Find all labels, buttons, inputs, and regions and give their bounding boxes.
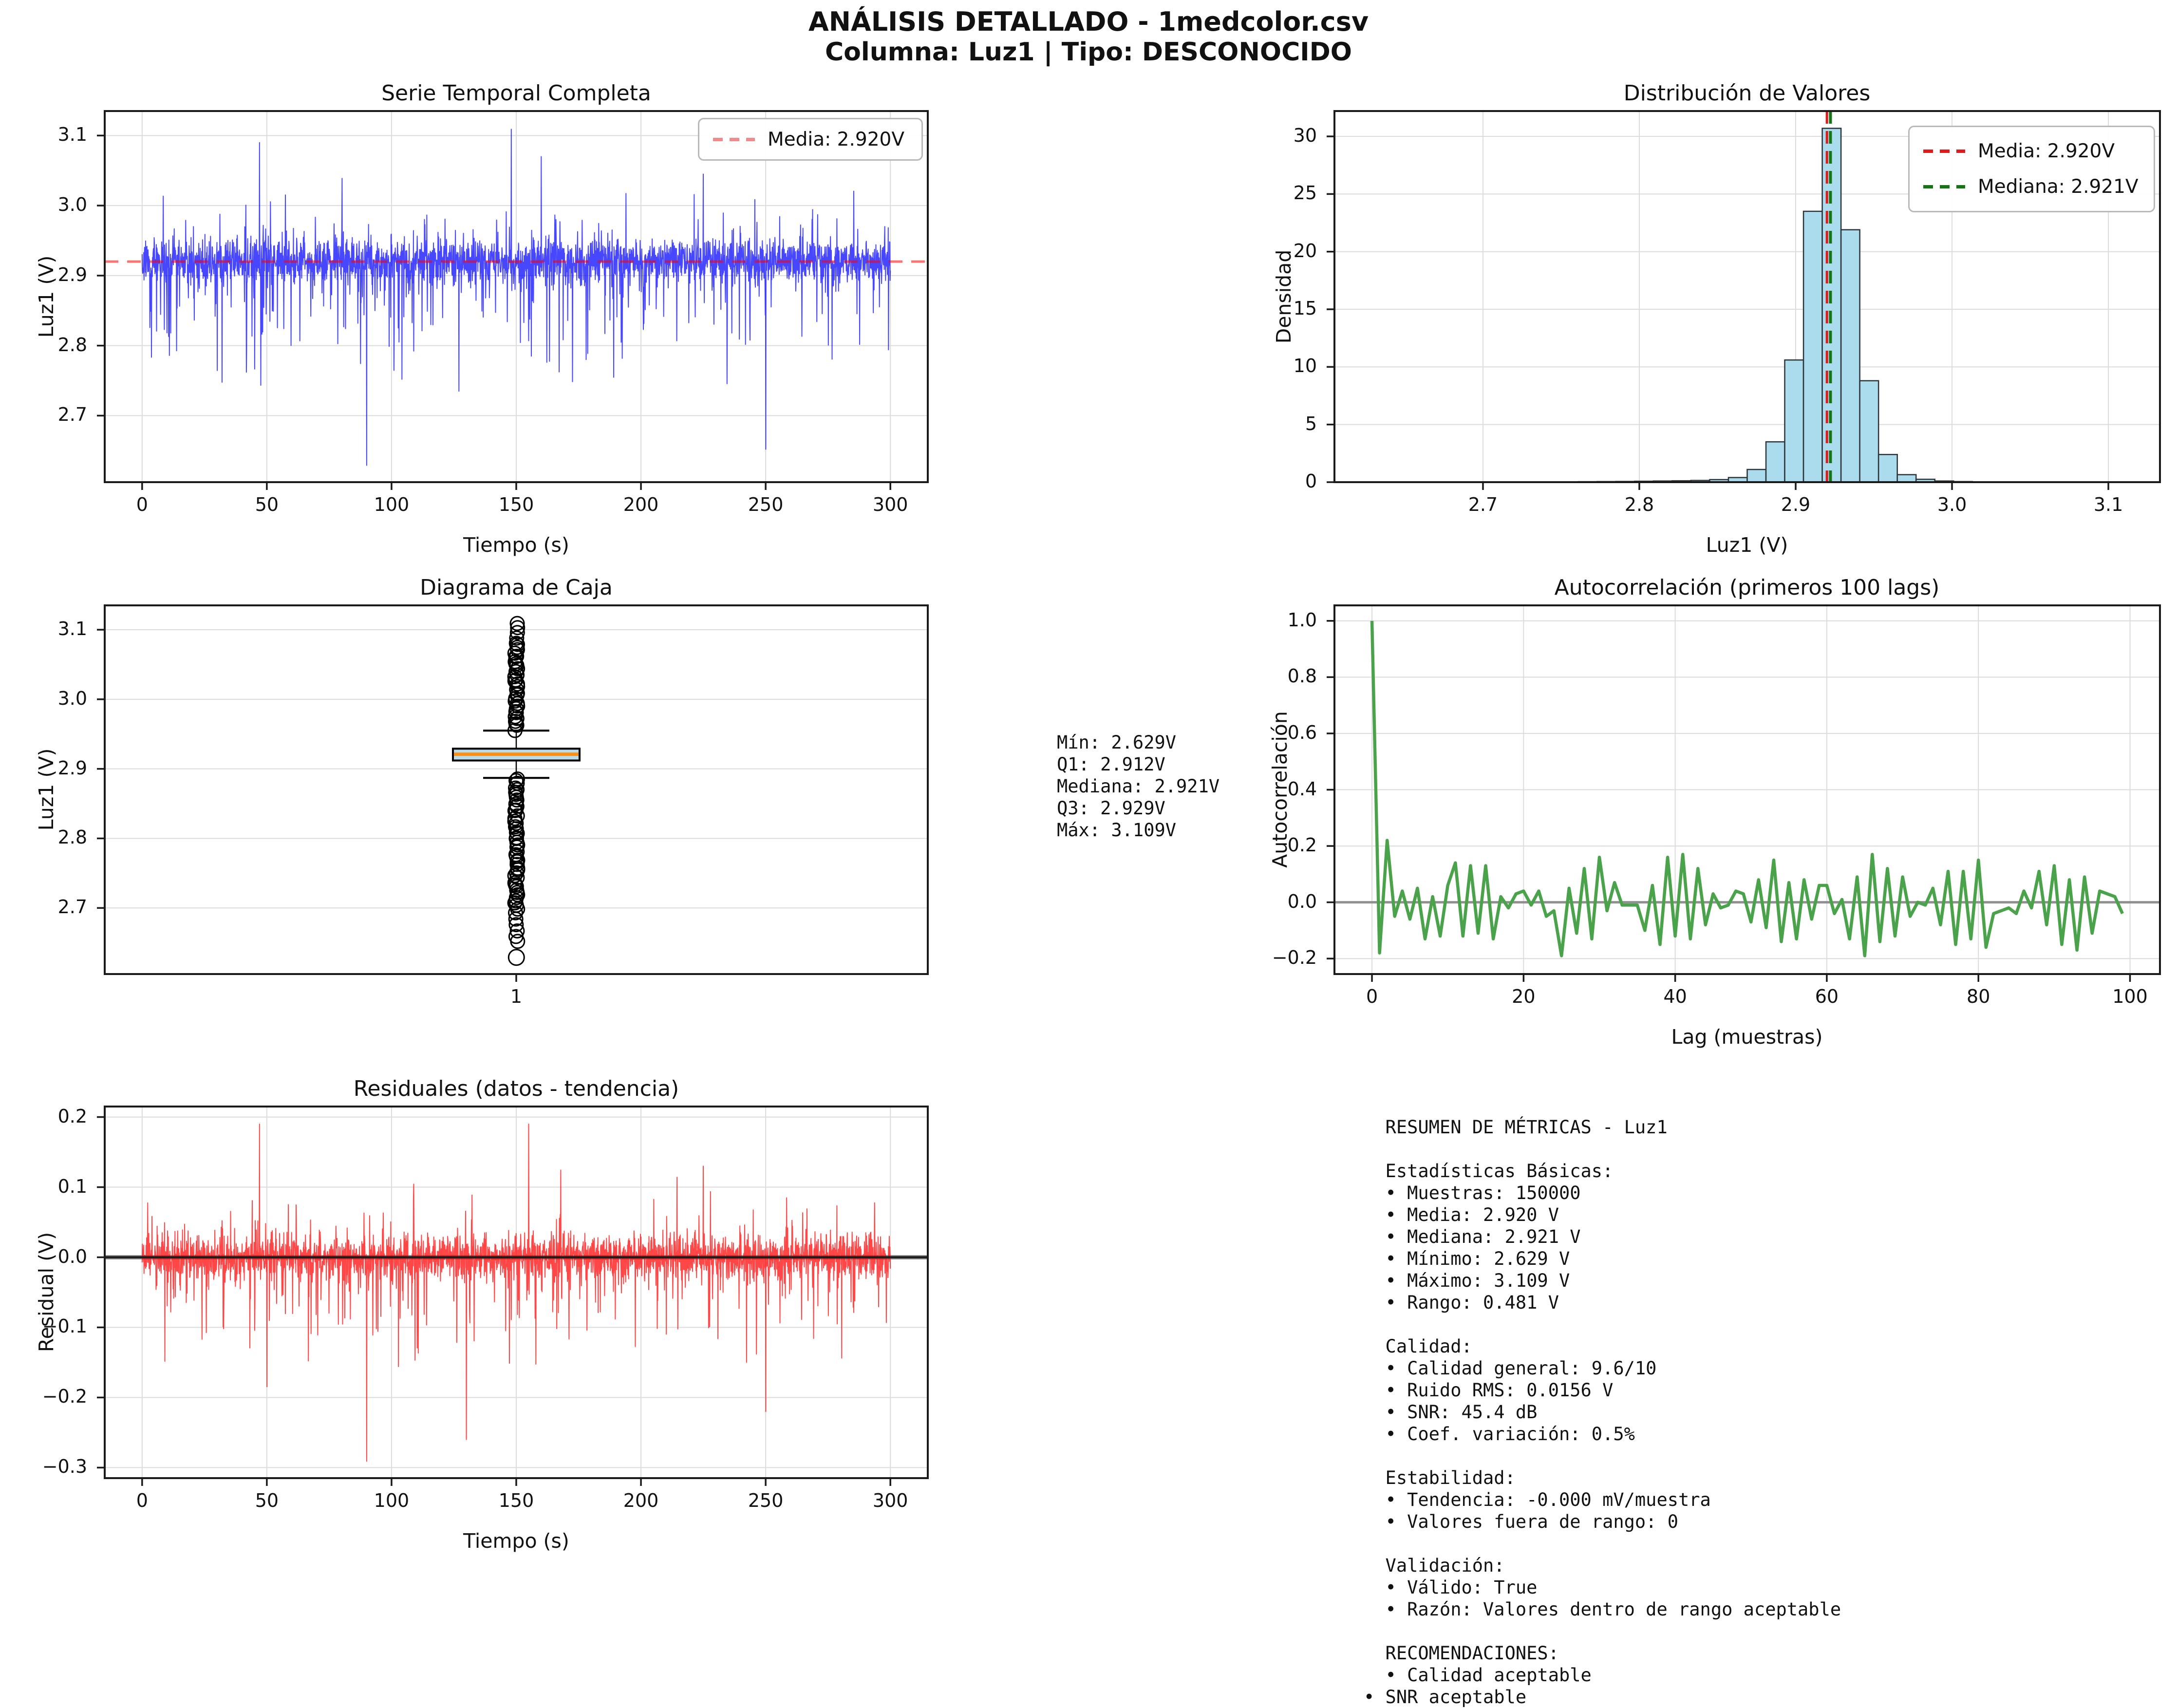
plot-title-residuales: Residuales (datos - tendencia) [354, 1076, 679, 1101]
legend-serie-temporal: Media: 2.920V [698, 118, 923, 161]
legend-label: Media: 2.920V [1978, 140, 2115, 162]
legend-label: Mediana: 2.921V [1978, 176, 2139, 198]
serie-temporal-plot [97, 111, 928, 490]
x-axis-label-serie-temporal: Tiempo (s) [463, 533, 569, 557]
residuales-plot [97, 1107, 928, 1486]
mean-dashed-line-icon [713, 138, 755, 141]
mean-dashed-line-icon [1923, 150, 1965, 153]
histogram-bar [1785, 360, 1804, 482]
plot-title-serie-temporal: Serie Temporal Completa [381, 81, 651, 106]
legend-item: Media: 2.920V [1923, 140, 2140, 162]
y-axis-label-serie-temporal: Luz1 (V) [35, 256, 58, 338]
x-axis-label-distribucion: Luz1 (V) [1706, 533, 1788, 557]
median-dashed-line-icon [1923, 185, 1965, 188]
legend-item: Media: 2.920V [713, 129, 908, 150]
legend-distribucion: Media: 2.920V Mediana: 2.921V [1908, 126, 2155, 212]
y-axis-label-distribucion: Densidad [1272, 250, 1295, 344]
y-axis-label-residuales: Residual (V) [35, 1232, 58, 1352]
histogram-bar [1878, 454, 1897, 482]
diagrama-caja-plot [97, 605, 928, 982]
y-axis-label-diagrama-caja: Luz1 (V) [35, 749, 58, 831]
autocorrelacion-plot [1327, 605, 2160, 982]
outlier-point [511, 935, 525, 948]
plot-title-autocorrelacion: Autocorrelación (primeros 100 lags) [1555, 575, 1940, 600]
histogram-bar [1841, 230, 1860, 482]
boxplot-stats-annotation: Mín: 2.629V Q1: 2.912V Mediana: 2.921V Q… [1057, 732, 1220, 841]
histogram-bar [1766, 442, 1785, 482]
metrics-summary-panel: RESUMEN DE MÉTRICAS - Luz1 Estadísticas … [1364, 1116, 1841, 1708]
legend-label: Media: 2.920V [768, 129, 904, 150]
legend-item: Mediana: 2.921V [1923, 176, 2140, 198]
histogram-bar [1803, 211, 1822, 482]
x-axis-label-autocorrelacion: Lag (muestras) [1671, 1025, 1823, 1049]
data-line [1372, 621, 2122, 956]
histogram-bar [1747, 469, 1766, 482]
plot-title-diagrama-caja: Diagrama de Caja [420, 575, 613, 600]
x-axis-label-residuales: Tiempo (s) [463, 1529, 569, 1553]
histogram-bar [1897, 475, 1916, 482]
y-axis-label-autocorrelacion: Autocorrelación [1268, 711, 1292, 868]
histogram-bar [1860, 381, 1879, 482]
outlier-point [508, 950, 524, 965]
plot-title-distribucion: Distribución de Valores [1624, 81, 1871, 106]
